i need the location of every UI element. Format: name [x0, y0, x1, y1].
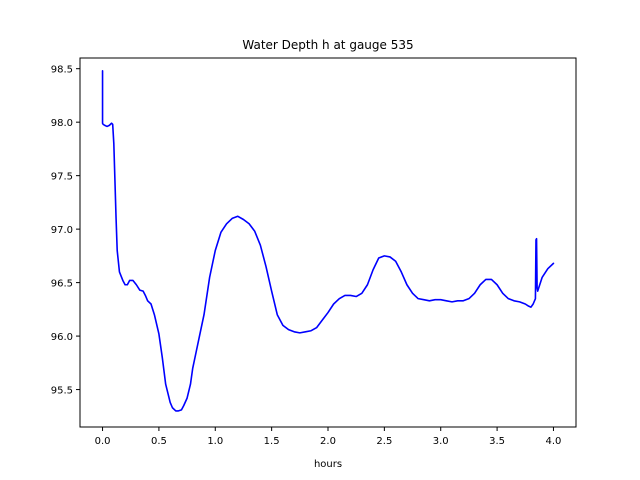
- x-tick-label: 2.0: [320, 436, 336, 447]
- y-tick-label: 98.5: [51, 65, 73, 76]
- y-axis: 95.5 96.0 96.5 97.0 97.5 98.0 98.5: [51, 65, 80, 397]
- x-tick-label: 2.5: [376, 436, 392, 447]
- x-tick-label: 3.5: [489, 436, 505, 447]
- x-axis-label: hours: [314, 459, 342, 470]
- x-tick-label: 1.5: [264, 436, 280, 447]
- x-tick-label: 0.0: [95, 436, 111, 447]
- y-tick-label: 96.0: [51, 332, 73, 343]
- x-tick-label: 3.0: [433, 436, 449, 447]
- y-tick-label: 97.5: [51, 172, 73, 183]
- y-tick-label: 97.0: [51, 225, 73, 236]
- x-tick-label: 4.0: [546, 436, 562, 447]
- chart-title: Water Depth h at gauge 535: [242, 38, 413, 52]
- series-line-0: [101, 70, 555, 412]
- x-tick-label: 1.0: [207, 436, 223, 447]
- y-tick-label: 98.0: [51, 118, 73, 129]
- y-tick-label: 95.5: [51, 386, 73, 397]
- y-tick-label: 96.5: [51, 279, 73, 290]
- x-tick-label: 0.5: [151, 436, 167, 447]
- x-axis: 0.0 0.5 1.0 1.5 2.0 2.5 3.0 3.5 4.0: [95, 427, 562, 447]
